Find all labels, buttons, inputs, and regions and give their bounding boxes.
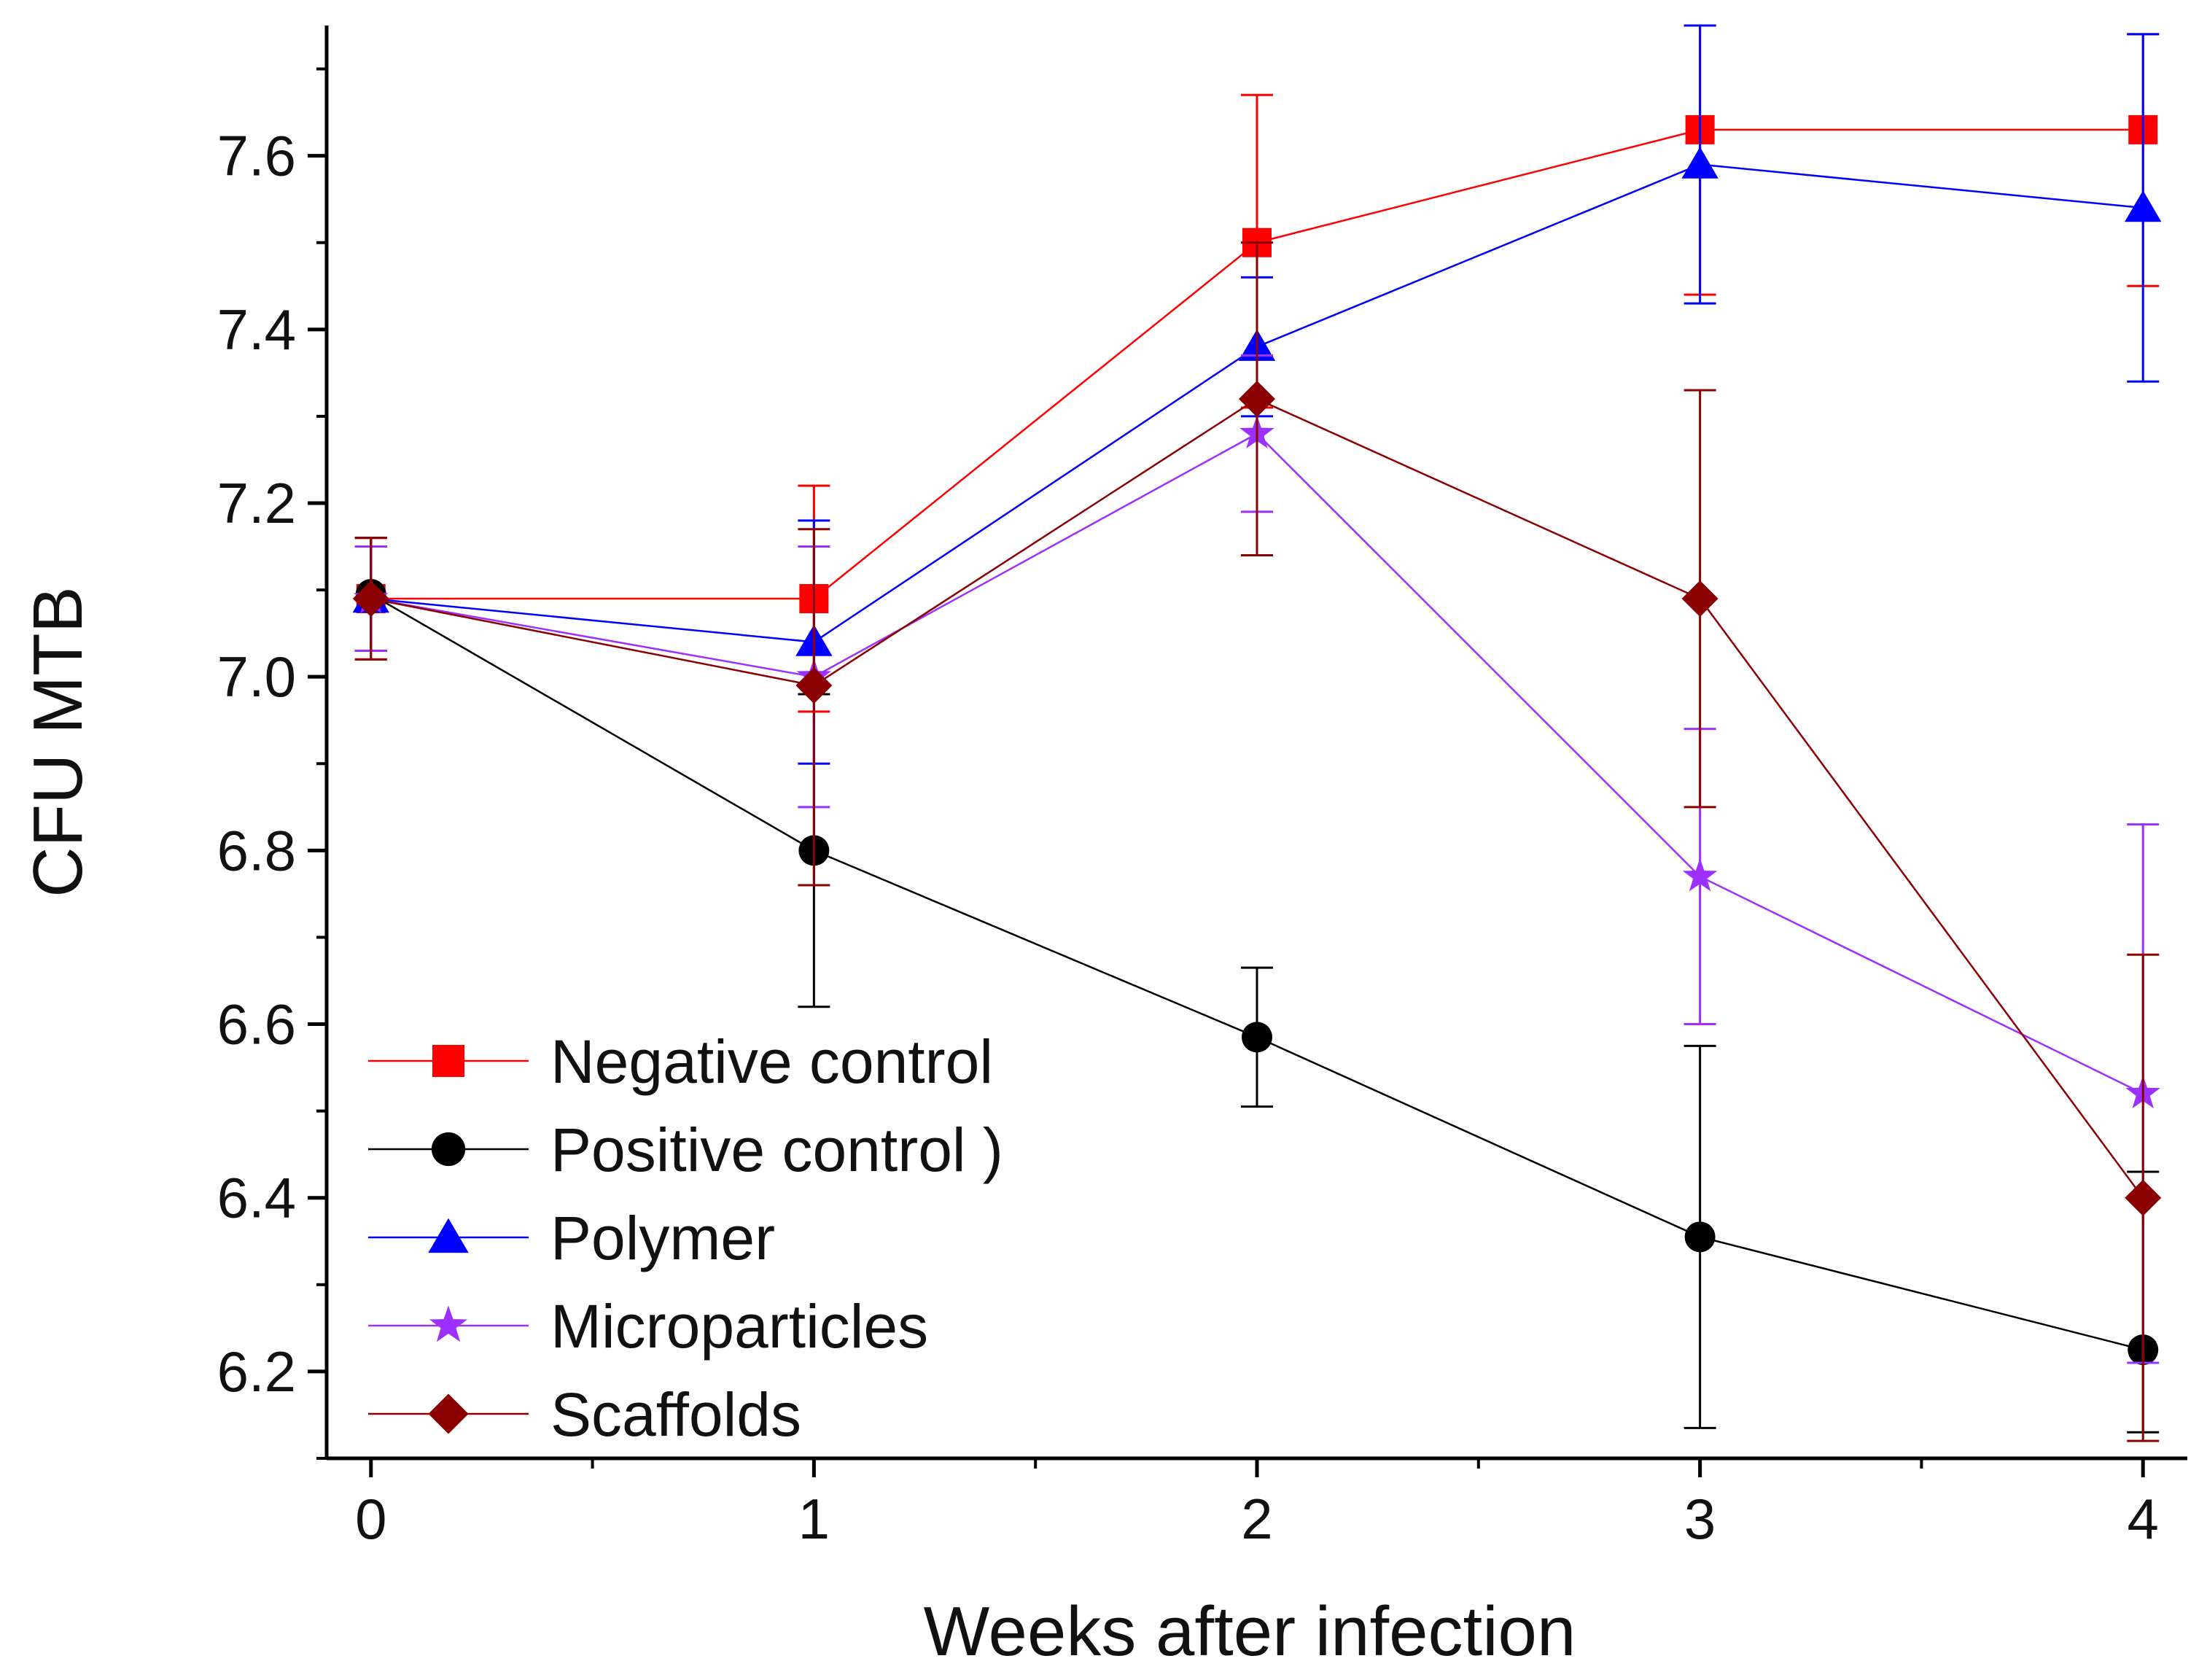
data-point <box>1681 580 1718 617</box>
legend-marker <box>428 1393 469 1434</box>
x-tick-label: 4 <box>2128 1487 2159 1551</box>
y-tick-label: 7.2 <box>217 471 296 535</box>
data-point <box>1242 1022 1272 1053</box>
legend-marker <box>429 1305 468 1342</box>
y-tick-label: 6.4 <box>217 1166 296 1230</box>
data-point <box>2125 190 2162 222</box>
legend-item: Polymer <box>368 1204 775 1272</box>
legend-item: Scaffolds <box>368 1380 801 1449</box>
legend-marker <box>432 1045 464 1077</box>
x-tick-label: 1 <box>798 1487 830 1551</box>
y-tick-label: 6.6 <box>217 992 296 1057</box>
x-tick-label: 2 <box>1241 1487 1272 1551</box>
y-tick-label: 6.2 <box>217 1339 296 1404</box>
y-tick-label: 7.0 <box>217 645 296 709</box>
legend-item: Microparticles <box>368 1292 928 1361</box>
series-scaffolds <box>352 241 2162 1442</box>
legend-item: Positive control ) <box>368 1116 1003 1184</box>
y-ticks: 6.2 6.4 6.6 6.8 7.0 7.2 7.4 7.6 <box>217 67 327 1460</box>
y-tick-label: 7.4 <box>217 298 296 362</box>
data-point <box>1682 858 1718 892</box>
data-point <box>795 667 833 704</box>
x-ticks: 0 1 2 3 4 <box>355 1458 2159 1551</box>
legend-item: Negative control <box>368 1027 993 1096</box>
data-point <box>352 580 389 617</box>
data-point <box>2125 1179 2162 1216</box>
legend-label: Positive control ) <box>550 1116 1003 1184</box>
legend: Negative control Positive control ) Polyme… <box>368 1027 1003 1449</box>
legend-label: Polymer <box>550 1204 775 1272</box>
x-axis-title: Weeks after infection <box>924 1592 1576 1671</box>
series-positive-control <box>354 537 2160 1434</box>
plot-series <box>352 24 2162 1442</box>
y-tick-label: 7.6 <box>217 124 296 188</box>
data-point <box>1681 147 1718 179</box>
legend-marker <box>431 1132 466 1167</box>
axes: 6.2 6.4 6.6 6.8 7.0 7.2 7.4 7.6 0 1 2 3 4 <box>217 26 2187 1551</box>
legend-marker <box>428 1218 469 1253</box>
legend-label: Microparticles <box>550 1292 928 1361</box>
data-point <box>1684 1221 1716 1253</box>
y-axis-title: CFU MTB <box>19 586 97 898</box>
legend-label: Scaffolds <box>550 1380 801 1449</box>
data-point <box>1239 381 1275 418</box>
x-tick-label: 0 <box>355 1487 386 1551</box>
x-tick-label: 3 <box>1684 1487 1716 1551</box>
legend-label: Negative control <box>550 1027 993 1096</box>
y-tick-label: 6.8 <box>217 818 296 882</box>
